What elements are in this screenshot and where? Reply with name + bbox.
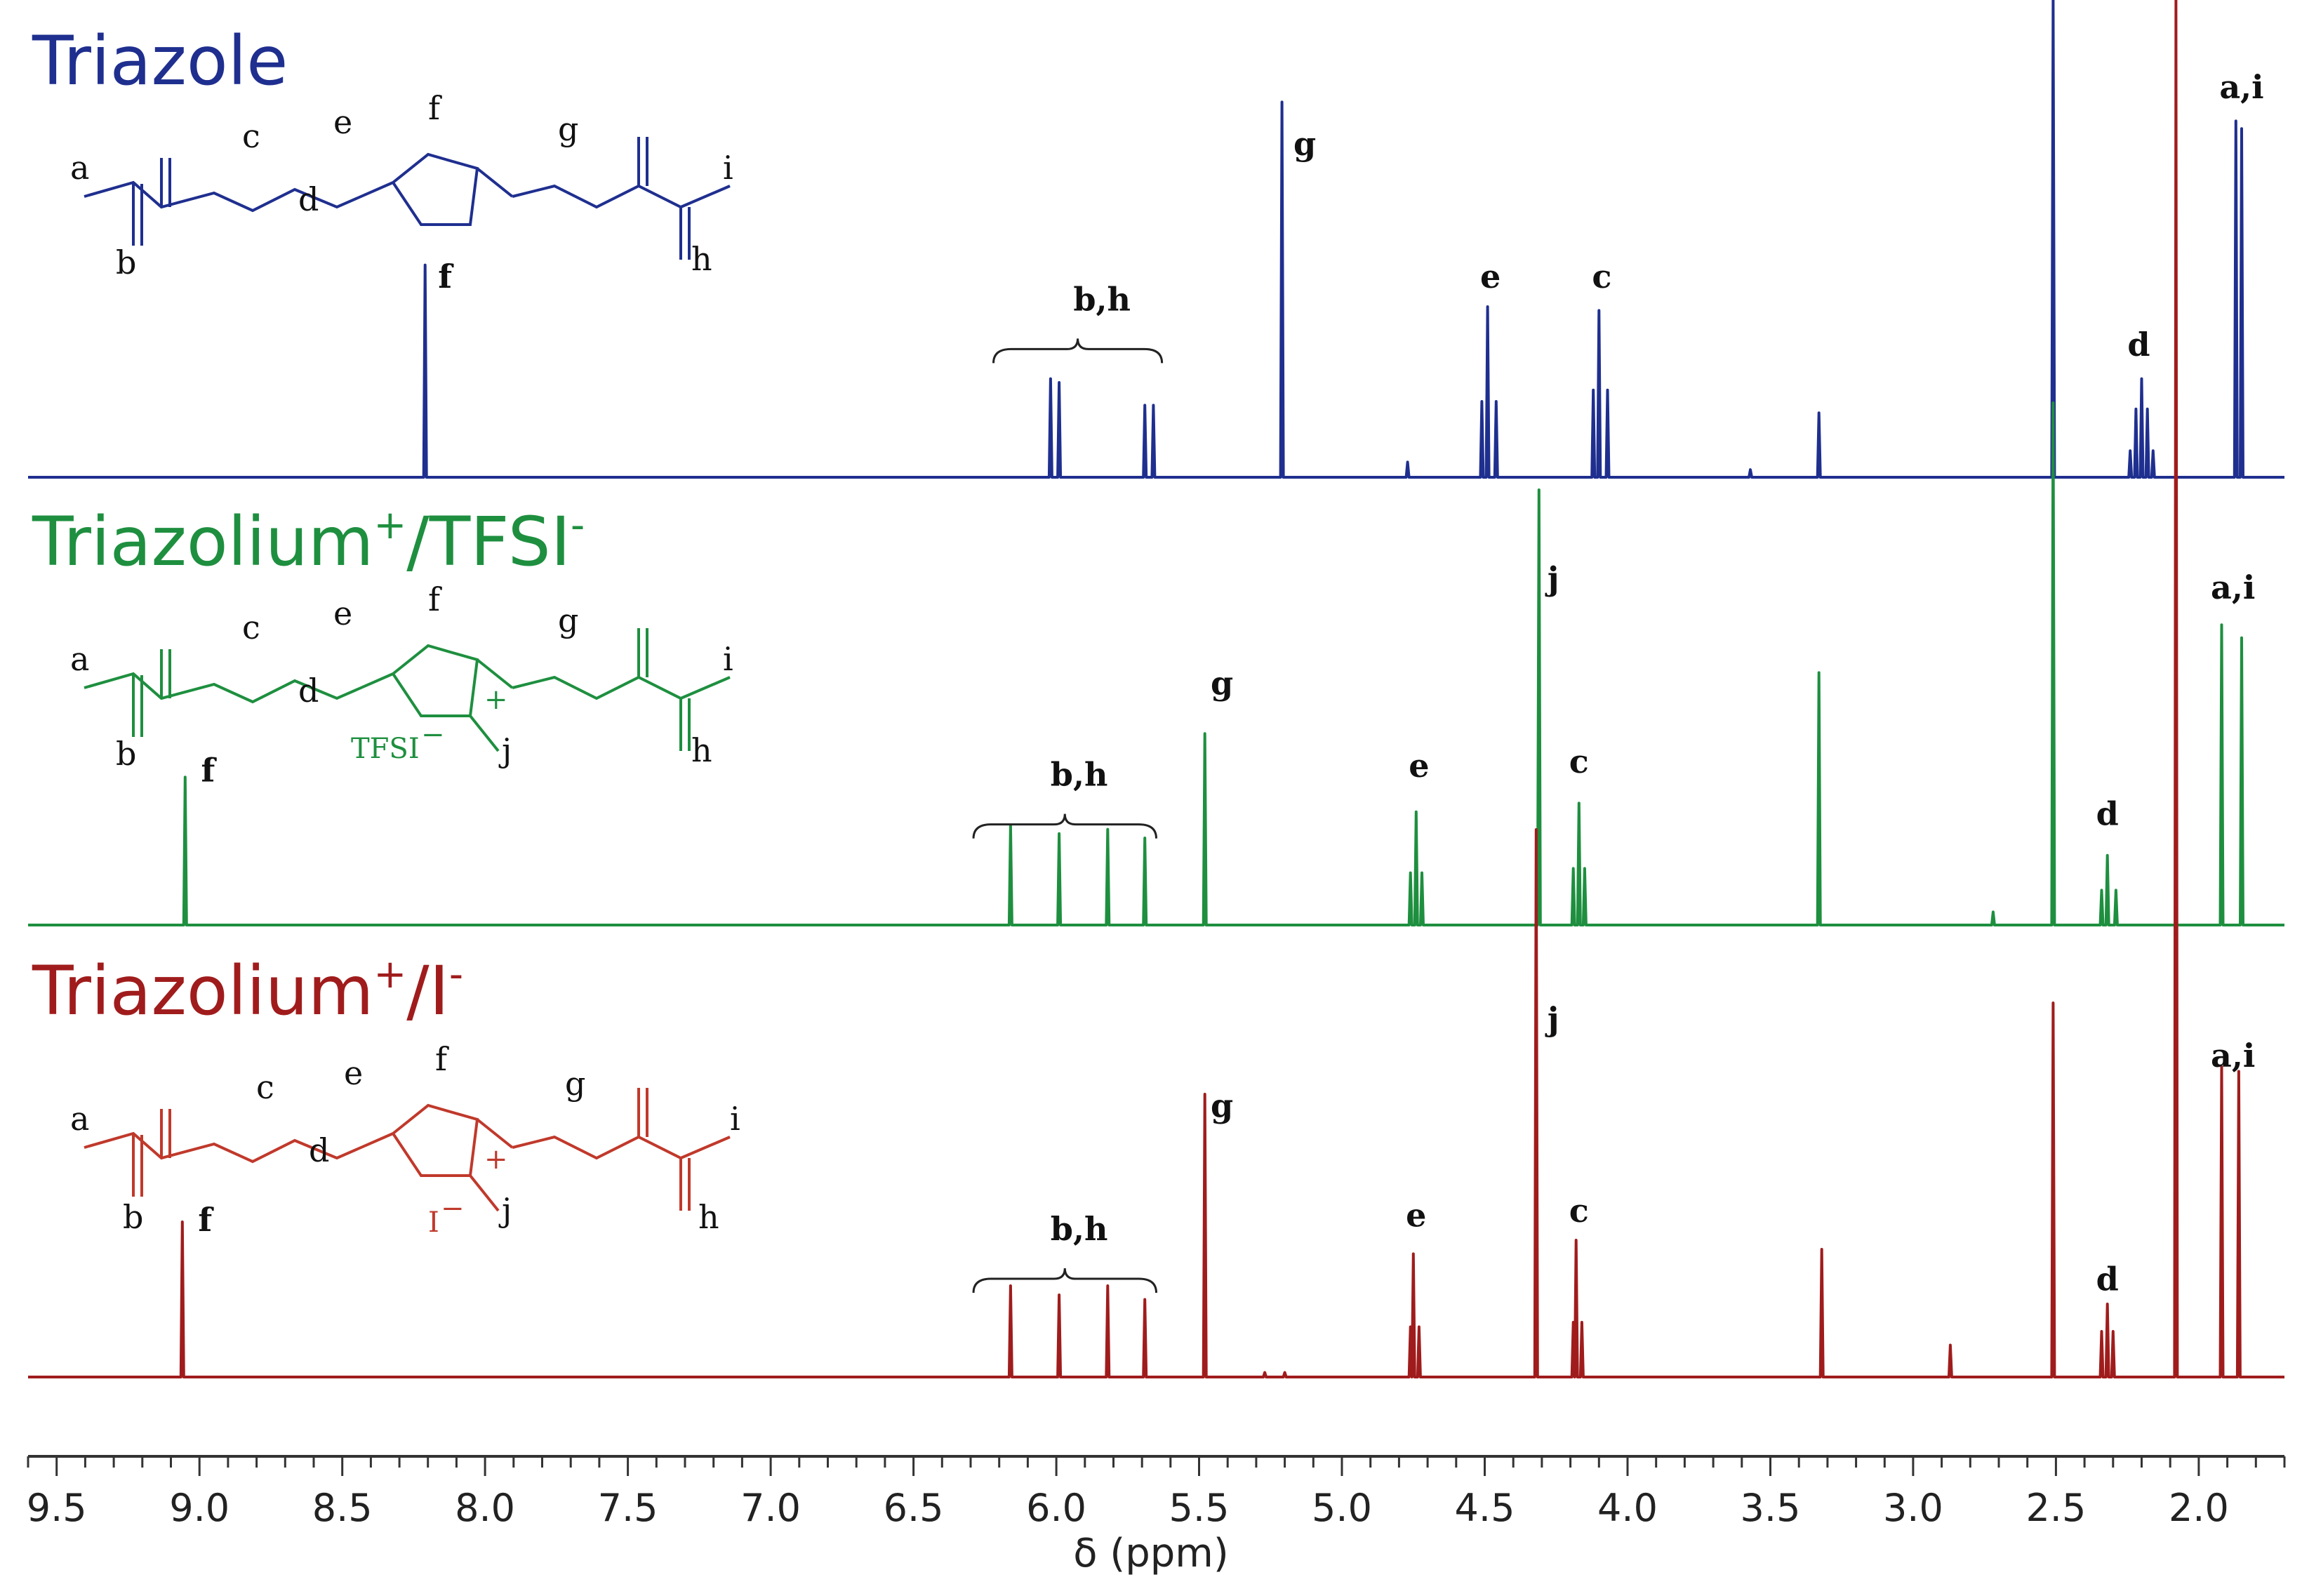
peak-label-1-1: b,h <box>1051 756 1108 794</box>
spectrum-line-1 <box>28 401 2284 926</box>
x-tick-label: 5.5 <box>1169 1486 1230 1530</box>
structure-triazolium-tfsi: TFSI − + a b c d e f g h i j <box>70 580 733 773</box>
structure-triazole-label-c: c <box>242 117 260 155</box>
structure-tfsi-counter-charge: − <box>421 719 445 751</box>
x-tick-label: 5.0 <box>1312 1486 1372 1530</box>
x-tick-label: 9.5 <box>27 1486 87 1530</box>
peak-label-2-6: d <box>2096 1261 2119 1298</box>
x-tick-label: 2.0 <box>2169 1486 2229 1530</box>
peak-label-1-7: a,i <box>2211 568 2255 606</box>
spectrum-line-0 <box>28 0 2284 479</box>
peak-label-1-6: d <box>2096 794 2119 832</box>
spectra-layer <box>28 0 2284 1378</box>
x-axis-ticks: 9.5 9.0 8.5 8.0 7.5 7.0 6.5 6.0 5.5 5.0 4.5 4.0 3.5 3… <box>27 1456 2286 1530</box>
structure-iodide-label-e: e <box>344 1054 363 1092</box>
peak-label-1-3: j <box>1545 560 1559 598</box>
x-tick-label: 2.5 <box>2025 1486 2086 1530</box>
x-tick-label: 4.0 <box>1597 1486 1658 1530</box>
structure-triazole-label-f: f <box>428 89 442 127</box>
structure-tfsi-cation-charge: + <box>484 684 508 716</box>
bracket-1 <box>972 813 1157 839</box>
panel-title-triazolium-iodide: Triazolium+/I- <box>32 952 463 1030</box>
structure-triazole-label-b: b <box>116 244 136 281</box>
bracket-0 <box>992 338 1164 364</box>
structure-tfsi-label-b: b <box>116 735 136 773</box>
spectrum-line-2 <box>28 0 2284 1378</box>
peak-label-0-6: a,i <box>2219 68 2263 106</box>
structure-iodide-label-j: j <box>498 1191 512 1229</box>
structure-triazolium-iodide: I − + a b c d e f g h i j <box>70 1040 740 1239</box>
peak-label-1-0: f <box>201 751 218 789</box>
structure-iodide-label-i: i <box>730 1100 740 1138</box>
x-tick-label: 9.0 <box>169 1486 229 1530</box>
structure-iodide-cation-charge: + <box>484 1143 508 1176</box>
bracket-2 <box>972 1268 1157 1294</box>
peak-label-2-5: c <box>1569 1192 1589 1230</box>
peak-label-2-2: g <box>1211 1087 1233 1125</box>
structure-tfsi-label-e: e <box>333 594 352 632</box>
panel-title-triazolium-tfsi: Triazolium+/TFSI- <box>32 503 585 581</box>
x-tick-label: 7.0 <box>740 1486 801 1530</box>
structure-triazole-label-g: g <box>558 110 578 148</box>
x-tick-label: 8.0 <box>455 1486 515 1530</box>
structure-triazole-label-e: e <box>333 103 352 141</box>
peak-label-0-3: e <box>1480 258 1501 295</box>
structure-tfsi-label-f: f <box>428 580 442 618</box>
peak-label-2-7: a,i <box>2211 1037 2255 1075</box>
x-tick-label: 3.5 <box>1741 1486 1801 1530</box>
peak-label-0-2: g <box>1293 125 1316 163</box>
structure-triazole-label-a: a <box>70 149 89 187</box>
x-tick-label: 8.5 <box>312 1486 373 1530</box>
structure-tfsi-label-g: g <box>558 601 578 639</box>
x-tick-label: 6.5 <box>884 1486 944 1530</box>
structure-iodide-label-a: a <box>70 1100 89 1138</box>
x-tick-label: 4.5 <box>1455 1486 1515 1530</box>
structure-iodide-label-c: c <box>256 1068 274 1106</box>
x-tick-label: 7.5 <box>598 1486 658 1530</box>
peak-label-0-5: d <box>2127 326 2150 364</box>
panel-title-triazole: Triazole <box>32 22 288 100</box>
structure-iodide-label-b: b <box>123 1198 143 1236</box>
x-tick-label: 6.0 <box>1026 1486 1086 1530</box>
peak-label-1-4: e <box>1409 747 1429 785</box>
peak-label-2-3: j <box>1545 1000 1559 1038</box>
structure-tfsi-label-i: i <box>723 640 733 678</box>
peak-label-0-1: b,h <box>1073 280 1131 318</box>
structure-iodide-label-d: d <box>309 1131 329 1169</box>
structure-triazole-label-d: d <box>298 180 319 218</box>
peak-label-0-4: c <box>1592 258 1611 295</box>
structure-tfsi-label-d: d <box>298 672 319 710</box>
structure-tfsi-label-h: h <box>691 731 712 769</box>
structure-iodide-label-g: g <box>565 1065 585 1103</box>
structure-triazole: a b c d e f g h i <box>70 89 733 281</box>
structure-iodide-counter-charge: − <box>441 1192 465 1225</box>
structure-iodide-counter-ion: I <box>428 1206 439 1239</box>
x-axis-label: δ (ppm) <box>1073 1531 1228 1576</box>
structure-iodide-label-h: h <box>698 1198 719 1236</box>
structure-tfsi-label-j: j <box>498 731 512 769</box>
structure-triazole-label-i: i <box>723 149 733 187</box>
peak-label-2-1: b,h <box>1051 1210 1108 1248</box>
structure-iodide-label-f: f <box>435 1040 449 1078</box>
structure-tfsi-counter-ion: TFSI <box>351 733 420 765</box>
structure-tfsi-label-c: c <box>242 609 260 646</box>
peak-label-1-5: c <box>1569 743 1589 780</box>
peak-label-2-4: e <box>1406 1197 1426 1235</box>
peak-label-0-0: f <box>438 258 454 295</box>
peak-label-2-0: f <box>198 1201 214 1239</box>
structure-triazole-label-h: h <box>691 240 712 278</box>
structure-tfsi-label-a: a <box>70 640 89 678</box>
x-tick-label: 3.0 <box>1883 1486 1943 1530</box>
peak-label-1-2: g <box>1211 664 1233 702</box>
